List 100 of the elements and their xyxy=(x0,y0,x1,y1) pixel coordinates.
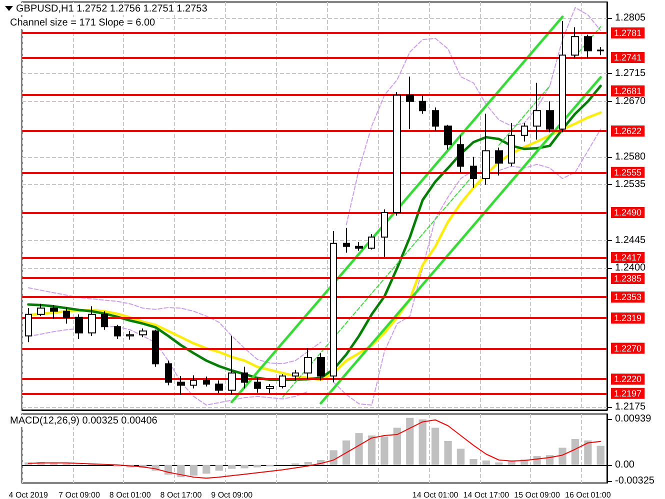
candlestick xyxy=(559,20,566,133)
y-tick-label: 1.2445 xyxy=(615,234,646,246)
candlestick xyxy=(139,328,147,338)
bar xyxy=(368,436,376,465)
ref-line-label: 1.2220 xyxy=(614,374,642,384)
candlestick xyxy=(355,242,363,252)
candlestick xyxy=(177,376,185,396)
candlestick xyxy=(88,306,96,336)
candlestick xyxy=(597,46,604,56)
candlestick xyxy=(114,324,121,340)
y-tick-label: 1.2670 xyxy=(615,96,646,107)
candlestick xyxy=(254,377,261,394)
candlestick xyxy=(533,82,541,140)
bar xyxy=(202,464,210,474)
x-tick-label: 15 Oct 09:00 xyxy=(514,490,561,499)
candlestick xyxy=(25,308,32,343)
y-tick-label: 1.2805 xyxy=(615,12,646,24)
line-series xyxy=(320,76,602,404)
candlestick xyxy=(228,335,236,396)
candlestick xyxy=(63,307,70,324)
ref-line-label: 1.2385 xyxy=(614,274,642,284)
candlestick xyxy=(419,94,426,114)
bar xyxy=(253,464,262,468)
candlestick xyxy=(432,107,439,132)
y-tick-label: 0.00 xyxy=(615,459,635,470)
ref-line-label: 1.2781 xyxy=(614,28,642,38)
candlestick xyxy=(381,208,388,258)
candlestick xyxy=(190,374,197,389)
bar xyxy=(571,438,580,465)
candlestick xyxy=(126,330,134,340)
candlestick xyxy=(343,227,350,254)
candlestick xyxy=(241,366,248,389)
x-tick-label: 14 Oct 01:00 xyxy=(412,490,459,499)
candlestick xyxy=(75,314,83,340)
bar xyxy=(215,464,223,471)
bar xyxy=(355,433,363,465)
x-tick-label: 16 Oct 01:00 xyxy=(565,490,612,499)
candlestick xyxy=(165,360,172,386)
ref-line-label: 1.2270 xyxy=(614,343,642,354)
bar xyxy=(177,464,185,478)
ref-line-label: 1.2490 xyxy=(614,207,642,218)
bar xyxy=(470,459,478,465)
candlestick xyxy=(203,376,210,388)
bar xyxy=(228,464,236,469)
candlestick xyxy=(521,122,528,142)
candlestick xyxy=(50,304,58,320)
candlestick xyxy=(279,374,286,389)
y-tick-label: 1.2535 xyxy=(615,179,646,190)
candlestick xyxy=(37,303,45,317)
bar xyxy=(546,455,554,465)
bar xyxy=(418,419,426,465)
annotation: Channel size = 171 Slope = 6.00 xyxy=(10,18,156,28)
bar xyxy=(495,462,503,465)
candlestick xyxy=(584,34,592,59)
bar xyxy=(584,440,592,465)
candlestick xyxy=(508,122,515,167)
y-tick-label: 1.2175 xyxy=(615,401,646,412)
ref-line-label: 1.2353 xyxy=(614,292,642,302)
y-tick-label: -0.00325 xyxy=(615,475,655,486)
bar xyxy=(558,448,566,465)
ref-line-label: 1.2555 xyxy=(614,167,642,178)
bar xyxy=(596,446,604,465)
bar xyxy=(444,440,452,465)
bar xyxy=(190,464,198,476)
x-tick-label: 8 Oct 17:00 xyxy=(160,490,202,499)
ref-line-label: 1.2197 xyxy=(614,388,642,398)
candlestick xyxy=(470,156,477,188)
y-tick-label: 1.2400 xyxy=(615,262,646,274)
ref-line-label: 1.2319 xyxy=(614,313,642,324)
candlestick xyxy=(495,147,503,176)
bar xyxy=(456,448,465,465)
bar xyxy=(304,462,312,465)
candlestick xyxy=(304,348,312,380)
ref-line-label: 1.2741 xyxy=(614,52,642,63)
y-tick-label: 1.2580 xyxy=(615,151,646,162)
bar xyxy=(406,418,414,465)
candlestick xyxy=(393,92,401,216)
candlestick xyxy=(317,352,325,381)
candlestick xyxy=(482,113,490,186)
chart-title: GBPUSD,H1 1.2752 1.2756 1.2751 1.2753 xyxy=(16,4,208,14)
ref-line-label: 1.2622 xyxy=(614,126,642,136)
chart-title: MACD(12,26,9) 0.00325 0.00406 xyxy=(10,416,158,426)
bar xyxy=(240,464,248,468)
bar xyxy=(330,450,338,465)
y-tick-label: 1.2715 xyxy=(615,68,646,80)
x-tick-label: 7 Oct 09:00 xyxy=(58,490,100,499)
x-tick-label: 4 Oct 2019 xyxy=(8,490,48,499)
bar xyxy=(342,440,350,465)
y-tick-label: 0.00939 xyxy=(615,413,652,424)
candlestick xyxy=(571,26,579,59)
ref-line-label: 1.2417 xyxy=(614,252,642,263)
candlestick xyxy=(330,230,337,383)
x-tick-label: 9 Oct 09:00 xyxy=(211,490,254,499)
candlestick xyxy=(368,234,375,250)
candlestick xyxy=(444,124,452,150)
candlestick xyxy=(292,369,299,381)
candlestick xyxy=(266,384,274,394)
ref-line-label: 1.2681 xyxy=(614,86,642,96)
candlestick xyxy=(215,380,223,394)
bar xyxy=(393,428,401,465)
